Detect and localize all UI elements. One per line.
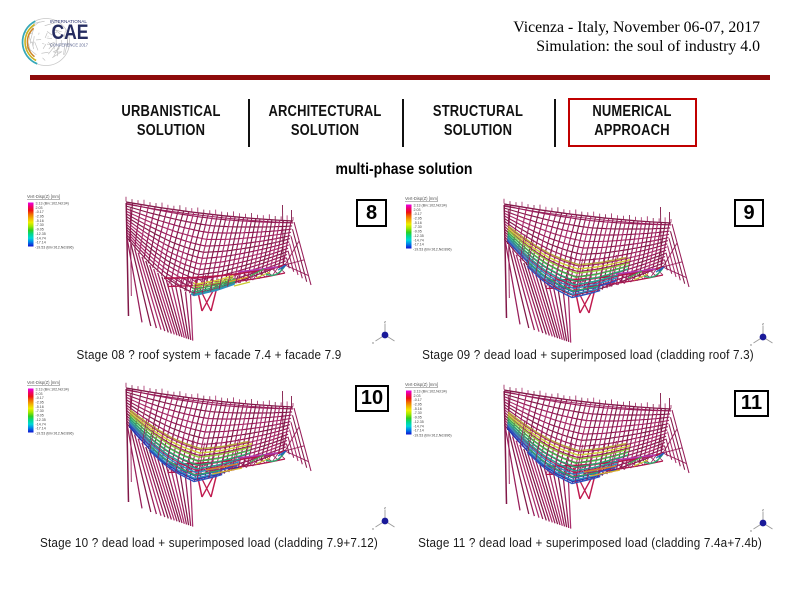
svg-text:-5.16: -5.16 [36, 405, 44, 409]
svg-text:x: x [372, 526, 374, 531]
svg-text:3.13 (Brv:102,Nd:34): 3.13 (Brv:102,Nd:34) [414, 204, 447, 208]
svg-text:-2.95: -2.95 [414, 403, 422, 407]
svg-text:-9.05: -9.05 [36, 228, 44, 232]
svg-text:Vert-Disp(Z) [mm]: Vert-Disp(Z) [mm] [27, 380, 60, 385]
svg-text:-12.35: -12.35 [414, 234, 424, 238]
svg-text:2.03: 2.03 [36, 392, 43, 396]
svg-text:-9.05: -9.05 [414, 416, 422, 420]
svg-text:z: z [762, 321, 764, 326]
svg-text:-7.30: -7.30 [414, 225, 422, 229]
svg-text:Vert-Disp(Z) [mm]: Vert-Disp(Z) [mm] [27, 194, 60, 199]
svg-text:INTERNATIONAL: INTERNATIONAL [50, 19, 87, 24]
svg-text:-12.35: -12.35 [36, 418, 46, 422]
svg-text:-5.16: -5.16 [414, 407, 422, 411]
svg-text:x: x [372, 340, 374, 345]
svg-text:CONFERENCE 2017: CONFERENCE 2017 [50, 43, 88, 48]
svg-text:-17.14: -17.14 [414, 429, 424, 433]
svg-text:Vert-Disp(Z) [mm]: Vert-Disp(Z) [mm] [405, 382, 438, 387]
svg-text:-0.17: -0.17 [36, 396, 44, 400]
svg-text:-2.95: -2.95 [36, 401, 44, 405]
svg-text:-2.95: -2.95 [414, 217, 422, 221]
svg-text:-19.53 (Brv:912,Nd:896): -19.53 (Brv:912,Nd:896) [35, 432, 74, 436]
svg-text:CAE: CAE [52, 21, 89, 44]
svg-text:z: z [384, 319, 386, 324]
svg-text:-17.14: -17.14 [36, 241, 46, 245]
svg-text:-19.53 (Brv:912,Nd:896): -19.53 (Brv:912,Nd:896) [413, 248, 452, 252]
svg-text:-5.16: -5.16 [36, 219, 44, 223]
svg-text:3.13 (Brv:102,Nd:34): 3.13 (Brv:102,Nd:34) [414, 390, 447, 394]
svg-text:3.13 (Brv:102,Nd:34): 3.13 (Brv:102,Nd:34) [36, 202, 69, 206]
svg-text:-19.53 (Brv:912,Nd:896): -19.53 (Brv:912,Nd:896) [35, 246, 74, 250]
svg-text:x: x [750, 528, 752, 533]
svg-text:2.03: 2.03 [36, 206, 43, 210]
svg-text:-19.53 (Brv:912,Nd:896): -19.53 (Brv:912,Nd:896) [413, 434, 452, 438]
svg-text:-17.14: -17.14 [36, 427, 46, 431]
svg-text:-7.30: -7.30 [414, 411, 422, 415]
svg-text:-14.74: -14.74 [414, 424, 424, 428]
svg-text:-0.17: -0.17 [414, 212, 422, 216]
svg-text:-14.74: -14.74 [36, 422, 46, 426]
svg-text:2.03: 2.03 [414, 394, 421, 398]
svg-text:-9.05: -9.05 [414, 230, 422, 234]
svg-text:-14.74: -14.74 [414, 238, 424, 242]
svg-text:-5.16: -5.16 [414, 221, 422, 225]
svg-text:z: z [762, 507, 764, 512]
svg-text:-7.30: -7.30 [36, 409, 44, 413]
svg-text:3.13 (Brv:102,Nd:34): 3.13 (Brv:102,Nd:34) [36, 388, 69, 392]
svg-text:x: x [750, 342, 752, 347]
svg-text:-17.14: -17.14 [414, 243, 424, 247]
svg-text:-0.17: -0.17 [414, 398, 422, 402]
svg-text:z: z [384, 505, 386, 510]
svg-text:-2.95: -2.95 [36, 215, 44, 219]
svg-text:2.03: 2.03 [414, 208, 421, 212]
svg-text:-12.35: -12.35 [414, 420, 424, 424]
svg-text:-9.05: -9.05 [36, 414, 44, 418]
svg-text:-14.74: -14.74 [36, 236, 46, 240]
svg-text:-0.17: -0.17 [36, 210, 44, 214]
svg-text:-12.35: -12.35 [36, 232, 46, 236]
svg-text:Vert-Disp(Z) [mm]: Vert-Disp(Z) [mm] [405, 196, 438, 201]
svg-text:-7.30: -7.30 [36, 223, 44, 227]
